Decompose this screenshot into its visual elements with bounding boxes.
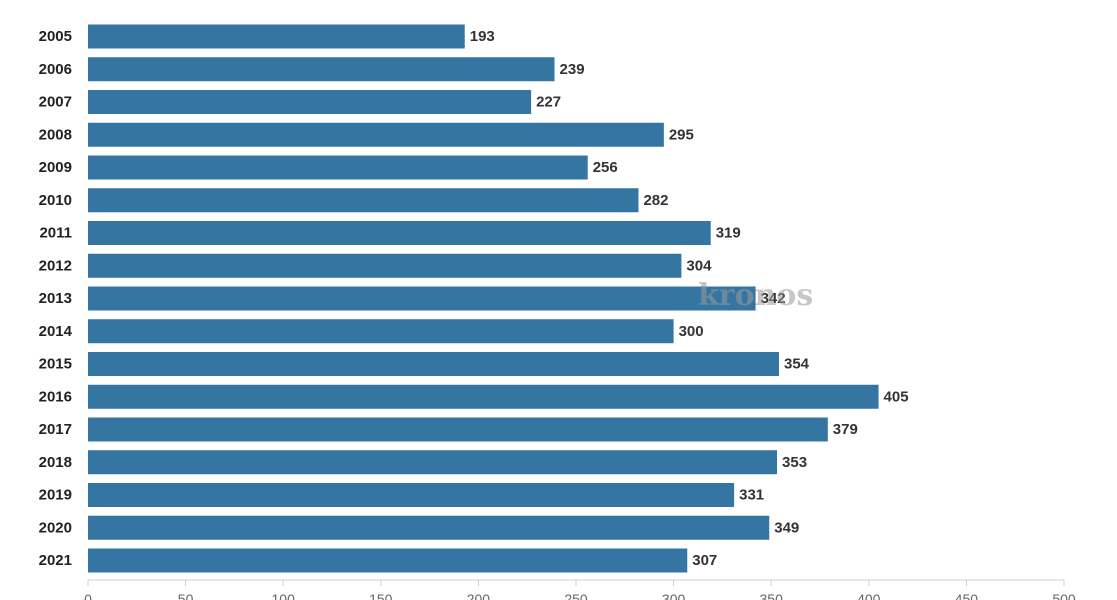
data-label-2021: 307 (692, 552, 717, 569)
bars-layer (88, 24, 879, 573)
data-label-2012: 304 (686, 257, 712, 274)
x-tick-label-400: 400 (857, 591, 881, 600)
bar-2017 (88, 417, 828, 442)
category-label-2012: 2012 (39, 257, 72, 274)
category-label-2005: 2005 (39, 28, 72, 45)
data-label-2017: 379 (833, 421, 858, 438)
data-label-2011: 319 (716, 225, 741, 242)
x-tick-label-150: 150 (369, 591, 393, 600)
category-label-2015: 2015 (39, 356, 72, 373)
bar-2013 (88, 286, 756, 311)
category-label-2007: 2007 (39, 94, 72, 111)
category-label-2010: 2010 (39, 192, 72, 209)
category-label-2009: 2009 (39, 159, 72, 176)
data-label-2010: 282 (643, 192, 668, 209)
data-label-2016: 405 (884, 388, 909, 405)
x-tick-label-200: 200 (467, 591, 491, 600)
category-label-2014: 2014 (39, 323, 73, 340)
category-label-2018: 2018 (39, 454, 72, 471)
bar-2005 (88, 24, 465, 49)
x-tick-label-450: 450 (955, 591, 979, 600)
data-label-2013: 342 (761, 290, 786, 307)
x-axis: 0 50 100 150 200 250 300 350 400 450 500 (84, 579, 1076, 600)
bar-2012 (88, 253, 682, 278)
x-tick-label-0: 0 (84, 591, 92, 600)
x-tick-label-500: 500 (1052, 591, 1076, 600)
bar-2016 (88, 384, 879, 409)
x-tick-label-100: 100 (272, 591, 296, 600)
bar-2007 (88, 90, 532, 114)
bar-2021 (88, 548, 688, 573)
bar-2006 (88, 57, 555, 82)
category-label-2017: 2017 (39, 421, 72, 438)
category-label-2019: 2019 (39, 487, 72, 504)
bar-2018 (88, 450, 778, 475)
bar-2015 (88, 352, 780, 376)
bar-2014 (88, 319, 674, 344)
category-label-2020: 2020 (39, 519, 72, 536)
category-label-2008: 2008 (39, 126, 72, 143)
category-label-2016: 2016 (39, 388, 72, 405)
labels-layer: 2005 193 2006 239 2007 227 2008 295 2009 256 2010 2… (39, 28, 909, 569)
data-label-2009: 256 (593, 159, 618, 176)
bar-2009 (88, 155, 588, 180)
data-label-2007: 227 (536, 94, 561, 111)
bar-2019 (88, 483, 735, 507)
x-tick-label-300: 300 (662, 591, 686, 600)
data-label-2015: 354 (784, 356, 810, 373)
data-label-2020: 349 (774, 519, 799, 536)
x-tick-label-250: 250 (564, 591, 588, 600)
watermark-logo: kronos (698, 278, 813, 313)
bar-2011 (88, 221, 711, 245)
category-label-2013: 2013 (39, 290, 72, 307)
data-label-2018: 353 (782, 454, 807, 471)
bar-2008 (88, 122, 664, 147)
data-label-2014: 300 (679, 323, 704, 340)
data-label-2019: 331 (739, 487, 764, 504)
data-label-2005: 193 (470, 28, 495, 45)
data-label-2006: 239 (560, 61, 585, 78)
category-label-2011: 2011 (39, 225, 72, 242)
x-tick-label-350: 350 (760, 591, 784, 600)
data-label-2008: 295 (669, 126, 694, 143)
bar-2020 (88, 515, 770, 540)
category-label-2006: 2006 (39, 61, 72, 78)
category-label-2021: 2021 (39, 552, 72, 569)
bar-2010 (88, 188, 639, 213)
x-tick-label-50: 50 (178, 591, 194, 600)
